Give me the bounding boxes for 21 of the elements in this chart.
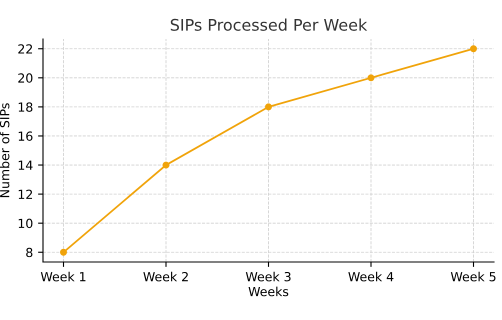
chart-title: SIPs Processed Per Week [170,18,368,31]
x-axis-title: Weeks [248,286,288,296]
y-tick-label: 8 [26,248,32,258]
point [162,162,170,169]
y-tick-label: 22 [18,44,32,54]
y-tick-label: 10 [18,218,32,228]
x-tick-label: Week 5 [450,272,496,282]
y-tick-label: 20 [18,73,32,83]
point [368,74,374,82]
x-tick-label: Week 1 [40,272,86,282]
y-tick-label: 18 [18,102,32,112]
point [470,45,477,52]
y-tick-label: 12 [18,190,32,199]
y-tick-label: 16 [18,131,32,141]
x-tick-label: Week 4 [348,272,394,282]
point [265,103,272,110]
y-axis-title: Number of SIPs [0,103,10,198]
point [60,248,67,256]
x-tick-label: Week 3 [246,272,291,282]
y-tick-label: 14 [18,160,33,170]
x-tick-label: Week 2 [143,272,188,282]
